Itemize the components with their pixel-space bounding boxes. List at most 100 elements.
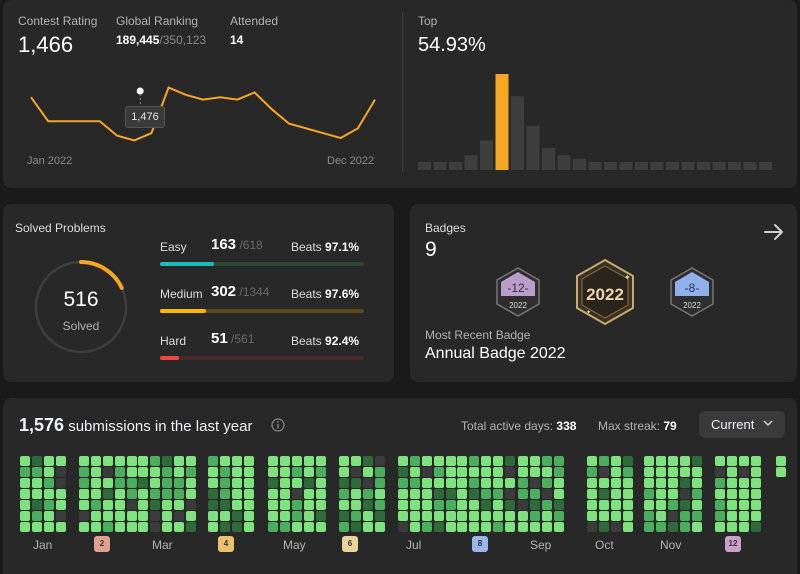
day-cell[interactable] (727, 511, 737, 521)
day-cell[interactable] (530, 489, 540, 499)
day-cell[interactable] (244, 456, 254, 466)
day-cell[interactable] (339, 467, 349, 477)
day-cell[interactable] (692, 511, 702, 521)
day-cell[interactable] (127, 511, 137, 521)
day-cell[interactable] (680, 467, 690, 477)
day-cell[interactable] (656, 467, 666, 477)
monthly-badge-icon[interactable]: 2 (94, 536, 110, 552)
day-cell[interactable] (457, 489, 467, 499)
day-cell[interactable] (316, 478, 326, 488)
day-cell[interactable] (115, 489, 125, 499)
day-cell[interactable] (351, 478, 361, 488)
day-cell[interactable] (776, 467, 786, 477)
day-cell[interactable] (339, 511, 349, 521)
day-cell[interactable] (138, 467, 148, 477)
day-cell[interactable] (751, 522, 761, 532)
day-cell[interactable] (518, 500, 528, 510)
day-cell[interactable] (115, 522, 125, 532)
day-cell[interactable] (232, 456, 242, 466)
day-cell[interactable] (150, 522, 160, 532)
day-cell[interactable] (363, 511, 373, 521)
day-cell[interactable] (292, 500, 302, 510)
day-cell[interactable] (587, 478, 597, 488)
day-cell[interactable] (232, 467, 242, 477)
day-cell[interactable] (20, 478, 30, 488)
day-cell[interactable] (316, 456, 326, 466)
day-cell[interactable] (186, 456, 196, 466)
day-cell[interactable] (434, 522, 444, 532)
day-cell[interactable] (363, 500, 373, 510)
day-cell[interactable] (232, 478, 242, 488)
day-cell[interactable] (481, 456, 491, 466)
day-cell[interactable] (292, 478, 302, 488)
day-cell[interactable] (599, 522, 609, 532)
day-cell[interactable] (363, 489, 373, 499)
day-cell[interactable] (751, 456, 761, 466)
day-cell[interactable] (505, 489, 515, 499)
day-cell[interactable] (115, 511, 125, 521)
day-cell[interactable] (493, 489, 503, 499)
day-cell[interactable] (554, 511, 564, 521)
day-cell[interactable] (692, 500, 702, 510)
day-cell[interactable] (127, 500, 137, 510)
day-cell[interactable] (91, 511, 101, 521)
monthly-badge-icon[interactable]: 12 (725, 536, 741, 552)
day-cell[interactable] (530, 478, 540, 488)
day-cell[interactable] (611, 511, 621, 521)
histogram-bar[interactable] (697, 162, 710, 170)
day-cell[interactable] (481, 478, 491, 488)
histogram-bar[interactable] (635, 162, 648, 170)
day-cell[interactable] (422, 456, 432, 466)
day-cell[interactable] (268, 489, 278, 499)
day-cell[interactable] (220, 478, 230, 488)
day-cell[interactable] (739, 489, 749, 499)
day-cell[interactable] (244, 511, 254, 521)
day-cell[interactable] (739, 478, 749, 488)
histogram-bar[interactable] (557, 155, 571, 170)
day-cell[interactable] (268, 522, 278, 532)
day-cell[interactable] (316, 522, 326, 532)
day-cell[interactable] (422, 522, 432, 532)
histogram-bar[interactable] (743, 162, 757, 170)
day-cell[interactable] (446, 478, 456, 488)
day-cell[interactable] (398, 489, 408, 499)
day-cell[interactable] (530, 522, 540, 532)
day-cell[interactable] (668, 467, 678, 477)
day-cell[interactable] (599, 478, 609, 488)
day-cell[interactable] (280, 522, 290, 532)
day-cell[interactable] (162, 522, 172, 532)
day-cell[interactable] (79, 500, 89, 510)
histogram-bar[interactable] (712, 162, 726, 170)
histogram-bar[interactable] (604, 162, 617, 170)
day-cell[interactable] (292, 456, 302, 466)
day-cell[interactable] (32, 522, 42, 532)
day-cell[interactable] (727, 478, 737, 488)
day-cell[interactable] (715, 489, 725, 499)
day-cell[interactable] (518, 478, 528, 488)
day-cell[interactable] (481, 522, 491, 532)
day-cell[interactable] (739, 467, 749, 477)
day-cell[interactable] (103, 456, 113, 466)
day-cell[interactable] (91, 500, 101, 510)
day-cell[interactable] (127, 522, 137, 532)
day-cell[interactable] (656, 489, 666, 499)
day-cell[interactable] (44, 522, 54, 532)
day-cell[interactable] (232, 522, 242, 532)
day-cell[interactable] (599, 456, 609, 466)
day-cell[interactable] (127, 478, 137, 488)
day-cell[interactable] (220, 511, 230, 521)
day-cell[interactable] (375, 478, 385, 488)
day-cell[interactable] (457, 511, 467, 521)
day-cell[interactable] (208, 478, 218, 488)
day-cell[interactable] (446, 500, 456, 510)
day-cell[interactable] (79, 489, 89, 499)
day-cell[interactable] (138, 456, 148, 466)
day-cell[interactable] (268, 511, 278, 521)
day-cell[interactable] (446, 467, 456, 477)
day-cell[interactable] (138, 511, 148, 521)
day-cell[interactable] (410, 489, 420, 499)
day-cell[interactable] (692, 478, 702, 488)
day-cell[interactable] (32, 500, 42, 510)
day-cell[interactable] (186, 500, 196, 510)
day-cell[interactable] (434, 467, 444, 477)
